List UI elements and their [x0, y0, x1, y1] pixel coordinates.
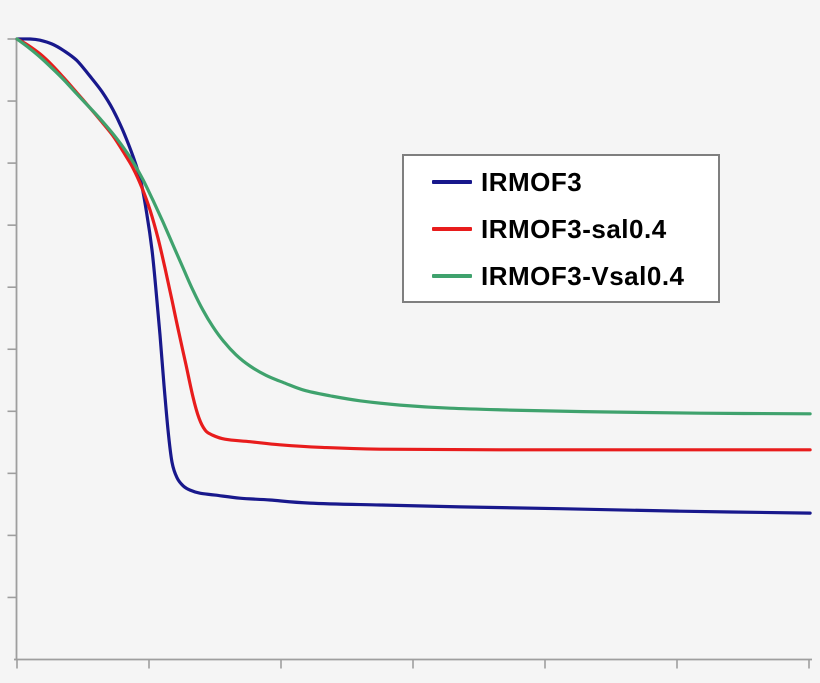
legend-swatch-irmof3-sal04: [432, 226, 472, 231]
legend-swatch-irmof3: [432, 179, 472, 184]
curve-irmof3: [15, 37, 812, 515]
legend-item-irmof3: IRMOF3: [404, 159, 718, 205]
legend-item-irmof3-sal04: IRMOF3-sal0.4: [404, 206, 718, 252]
legend-box: IRMOF3 IRMOF3-sal0.4 IRMOF3-Vsal0.4: [402, 154, 720, 303]
legend-label-irmof3-sal04: IRMOF3-sal0.4: [481, 213, 667, 244]
legend-label-irmof3-vsal04: IRMOF3-Vsal0.4: [481, 260, 685, 291]
curve-irmof3-vsal0-4: [15, 37, 812, 416]
legend-swatch-irmof3-vsal04: [432, 273, 472, 278]
legend-item-irmof3-vsal04: IRMOF3-Vsal0.4: [404, 253, 718, 299]
legend-label-irmof3: IRMOF3: [481, 166, 583, 197]
